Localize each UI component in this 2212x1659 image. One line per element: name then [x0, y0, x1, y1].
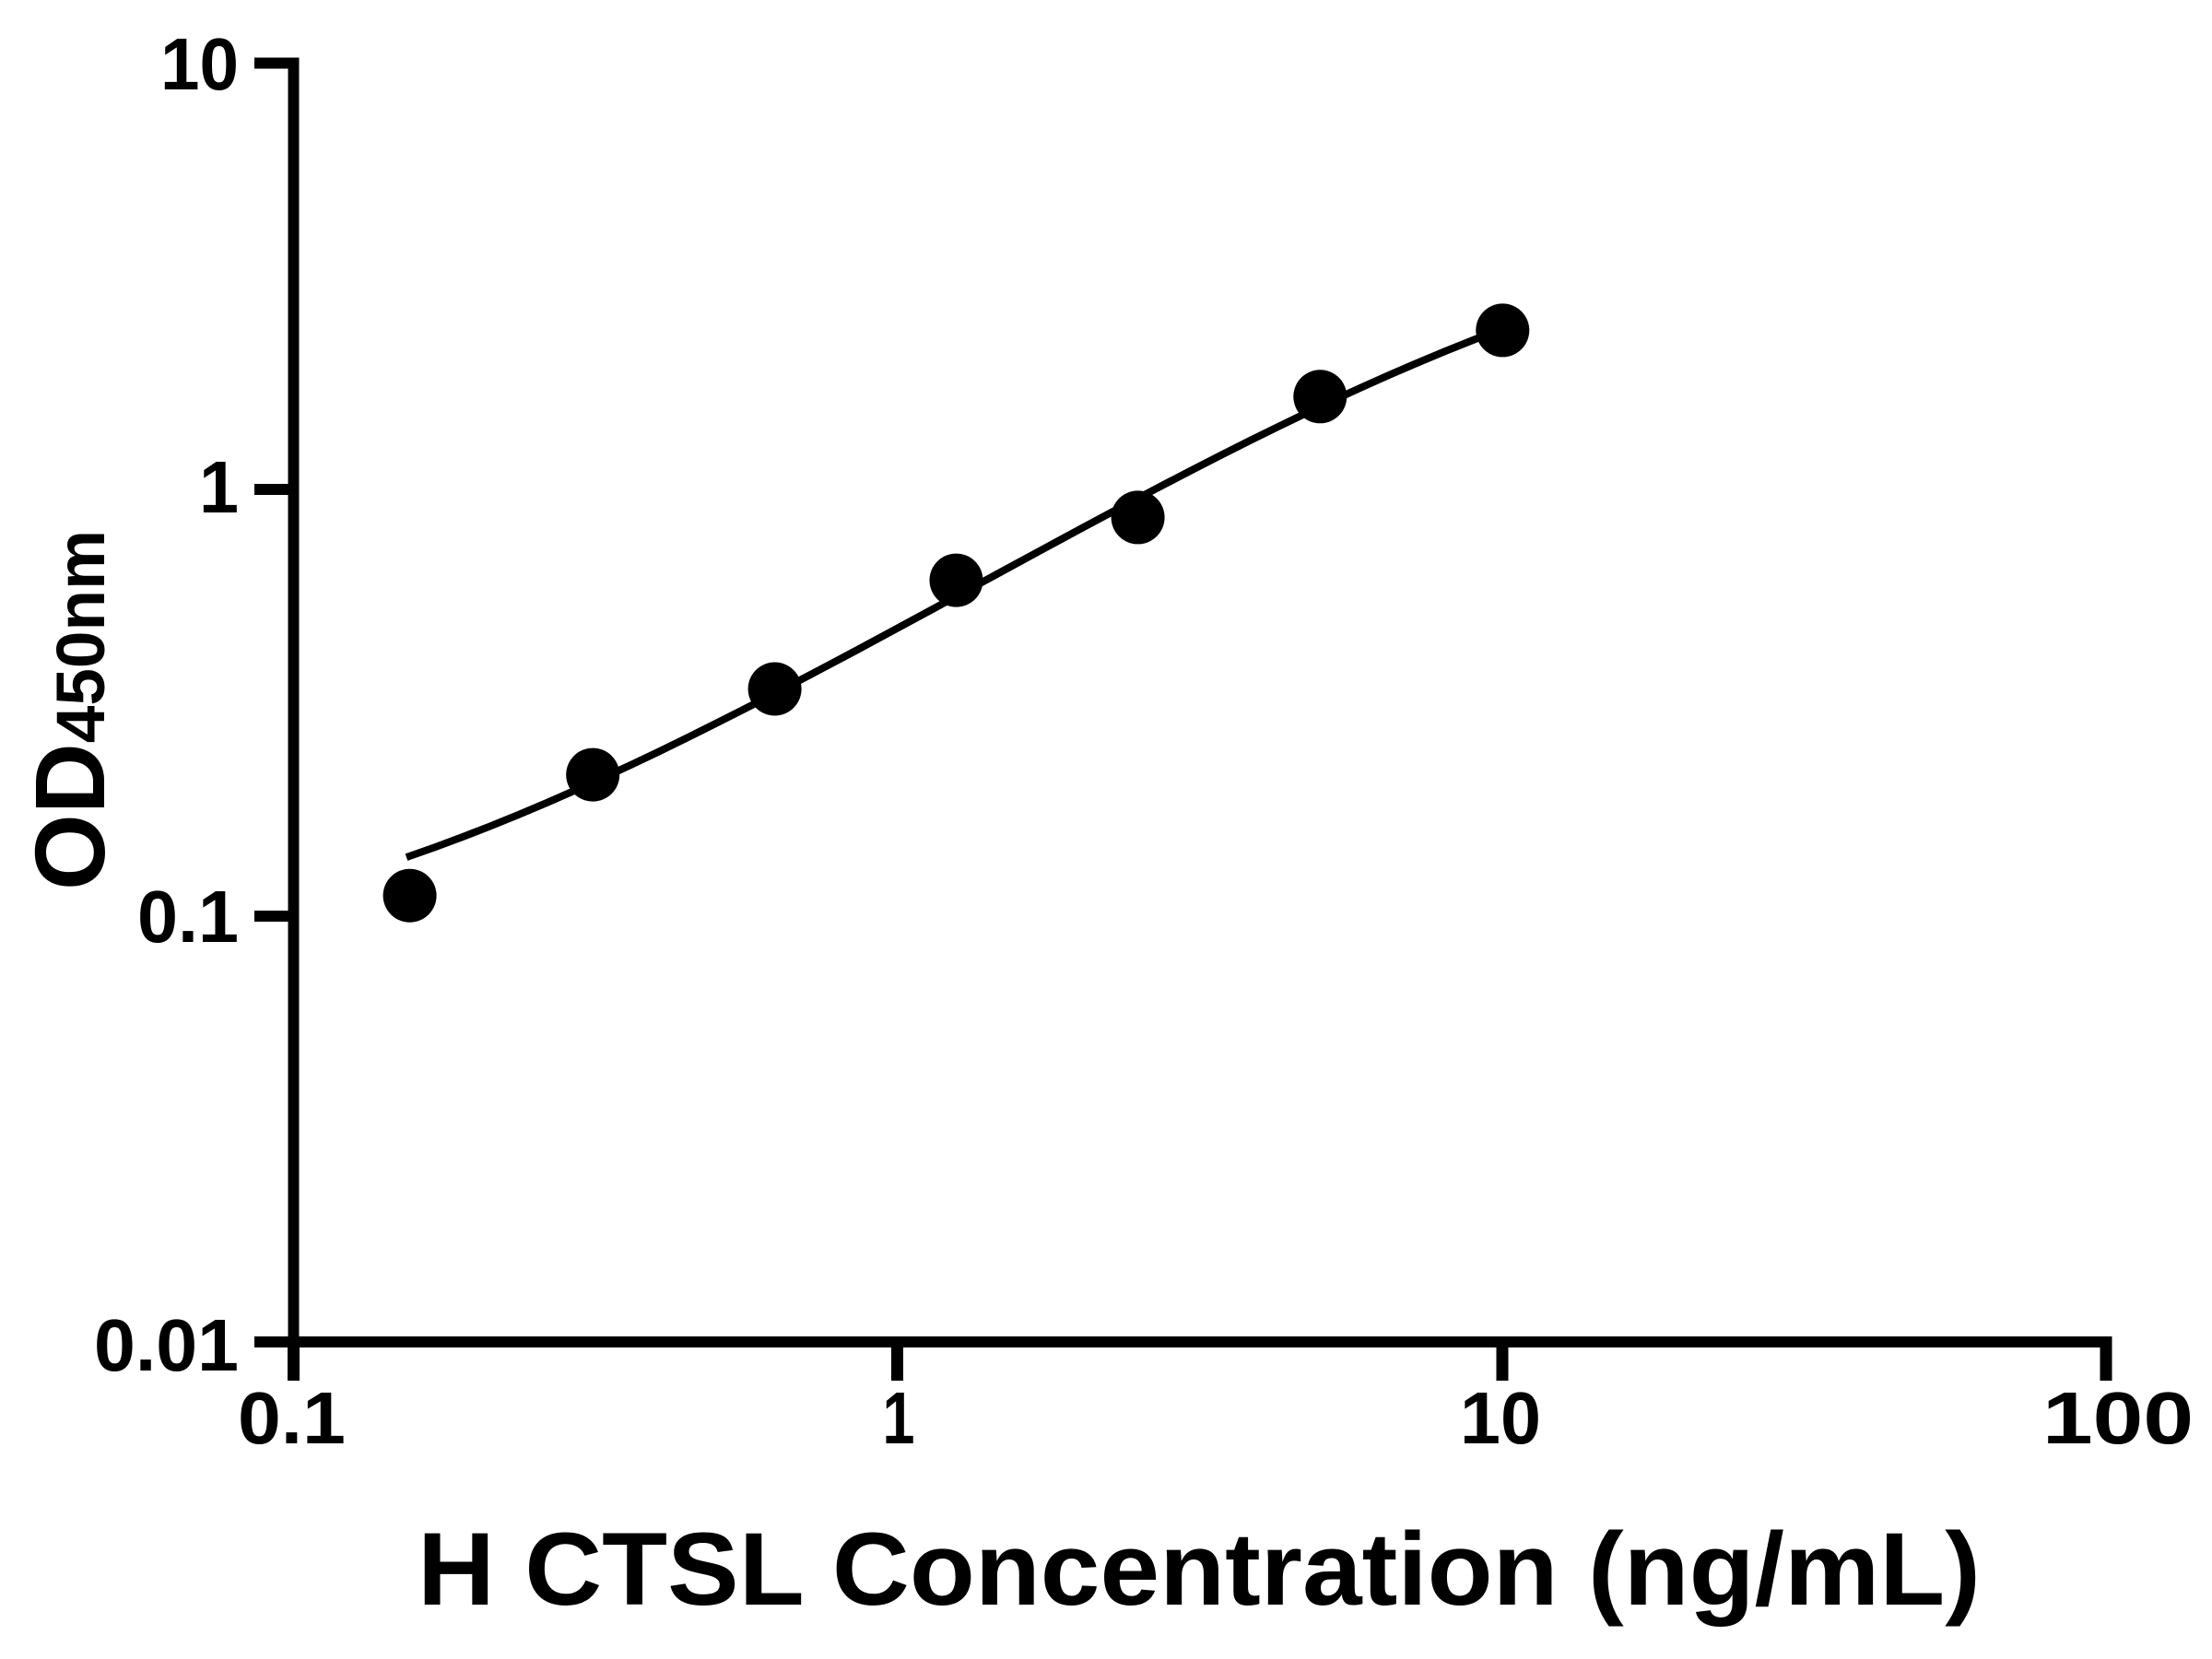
svg-text:10: 10	[160, 23, 239, 105]
svg-text:1: 1	[883, 1377, 915, 1459]
svg-text:0.1: 0.1	[137, 876, 239, 958]
svg-text:100: 100	[2042, 1377, 2194, 1459]
svg-text:1: 1	[199, 446, 239, 528]
svg-text:10: 10	[1460, 1377, 1541, 1459]
svg-text:0.1: 0.1	[238, 1377, 346, 1459]
svg-text:H CTSL Concentration (ng/mL): H CTSL Concentration (ng/mL)	[418, 1512, 1981, 1627]
svg-text:0.01: 0.01	[94, 1304, 239, 1386]
